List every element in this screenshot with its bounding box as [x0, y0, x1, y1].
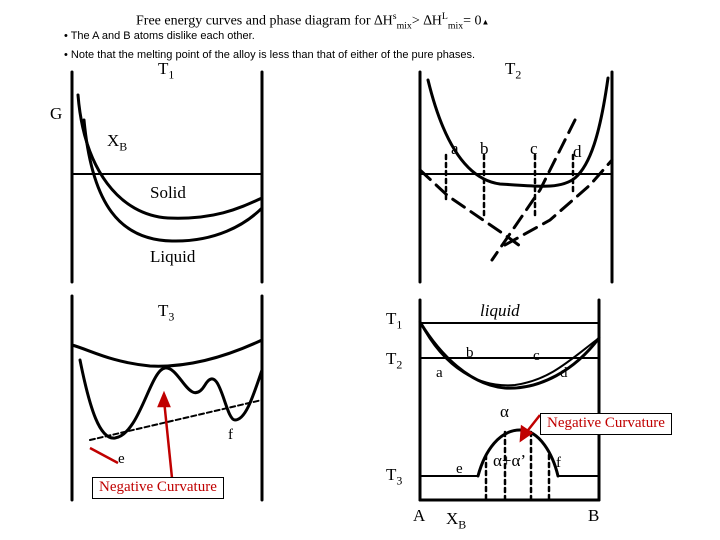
- liquid-panel-label: Liquid: [150, 247, 196, 266]
- title-sub-mix-1: mix: [396, 20, 412, 32]
- point-b-label: b: [480, 139, 489, 158]
- phase-diagram-t3-label: T3: [386, 465, 403, 488]
- xb-axis-label: XB: [446, 509, 467, 532]
- g-axis-label: G: [50, 104, 63, 123]
- point-a-label: a: [451, 139, 459, 158]
- bullet-1: • The A and B atoms dislike each other.: [64, 30, 255, 42]
- panel-t3-liquid-curve: [70, 338, 264, 368]
- right-curvature-arrowhead: [519, 424, 534, 443]
- left-curvature-arrow: [162, 399, 174, 479]
- title-equals-zero: = 0: [463, 13, 482, 29]
- negative-curvature-label-left: Negative Curvature: [92, 477, 224, 499]
- title-delta-h-solid: ∆H: [374, 13, 393, 29]
- panel-t3-solid-curve: [78, 358, 264, 440]
- component-b-label: B: [588, 506, 600, 525]
- phase-diagram-liquidus: [418, 320, 601, 390]
- phase-diagram-point-a: a: [436, 365, 443, 381]
- phase-diagram-t2-label: T2: [386, 349, 403, 372]
- phase-diagram-point-d: d: [560, 365, 568, 381]
- panel-t1-label: T1: [158, 59, 175, 82]
- slide-title: Free energy curves and phase diagram for…: [136, 12, 489, 31]
- title-marker: ▲: [481, 17, 490, 27]
- title-gt: >: [411, 13, 424, 29]
- panel-t3-common-tangent: [89, 399, 263, 441]
- point-d-label: d: [573, 142, 582, 161]
- panel-t3-point-f-label: f: [228, 427, 233, 443]
- title-sup-s: s: [392, 11, 397, 22]
- negative-curvature-label-right: Negative Curvature: [540, 413, 672, 435]
- phase-diagram-liquid-label: liquid: [480, 301, 520, 320]
- panel-t2-solid-curve: [426, 76, 610, 188]
- title-text: Free energy curves and phase diagram for: [136, 13, 375, 29]
- solid-label: Solid: [150, 183, 186, 202]
- phase-diagram-point-c: c: [533, 348, 540, 364]
- alpha-alpha-region-label: α+α’: [493, 451, 527, 470]
- xb-label-top: XB: [107, 131, 128, 154]
- phase-diagram-point-e: e: [456, 461, 463, 477]
- component-a-label: A: [413, 506, 426, 525]
- phase-diagram-point-b: b: [466, 345, 474, 361]
- phase-diagram-solidus: [419, 321, 600, 387]
- phase-diagram-point-f: f: [556, 455, 561, 471]
- panel-t2-dashed-tangent: [490, 118, 577, 262]
- panel-t3-label: T3: [158, 301, 175, 324]
- bullet-2: • Note that the melting point of the all…: [64, 49, 476, 61]
- title-sup-l: L: [441, 11, 448, 22]
- alpha-phase-label: α: [500, 402, 509, 421]
- panel-t2-liquid-dashed-right: [503, 158, 614, 247]
- left-curvature-arrowhead: [157, 390, 171, 408]
- panel-t2-liquid-dashed-left: [418, 168, 522, 248]
- panel-t2-label: T2: [505, 59, 522, 82]
- left-curvature-arrow-e: [89, 446, 119, 465]
- phase-diagram-t1-label: T1: [386, 309, 403, 332]
- title-sub-mix-2: mix: [447, 20, 464, 32]
- panel-t3-point-e-label: e: [118, 451, 125, 467]
- point-c-label: c: [530, 139, 538, 158]
- title-delta-h-liquid: ∆H: [423, 13, 442, 29]
- panel-t1-liquid-curve: [82, 118, 264, 243]
